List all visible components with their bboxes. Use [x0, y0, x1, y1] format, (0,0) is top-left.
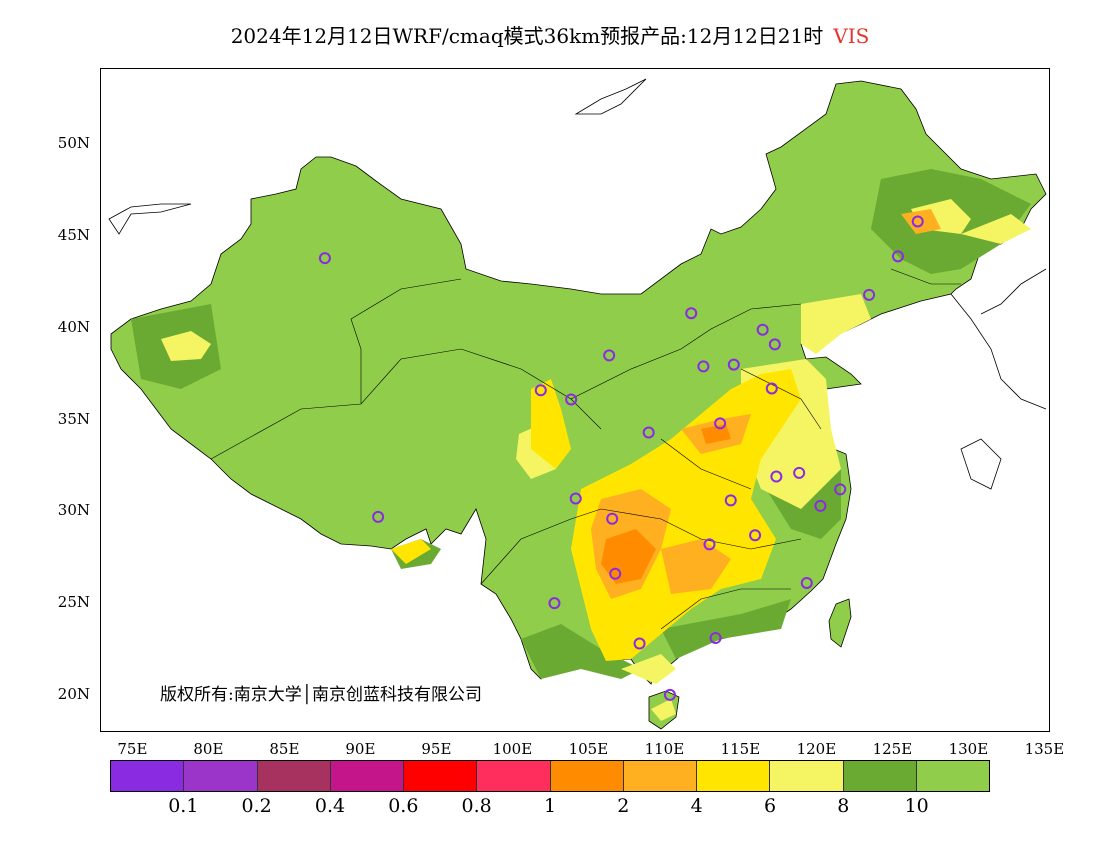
colorbar-label: 1: [543, 795, 557, 817]
colorbar-label: 0.1: [168, 795, 199, 817]
station-marker[interactable]: [768, 338, 781, 351]
colorbar-label: 8: [837, 795, 850, 817]
title-variable: VIS: [833, 24, 870, 48]
lat-label: 25N: [57, 593, 90, 612]
station-marker[interactable]: [534, 384, 547, 397]
map-canvas: [108, 78, 1047, 730]
station-marker[interactable]: [863, 288, 876, 301]
lon-label: 75E: [117, 740, 148, 758]
lon-label: 120E: [796, 740, 837, 758]
station-marker[interactable]: [709, 632, 722, 645]
station-marker[interactable]: [770, 470, 783, 483]
station-marker[interactable]: [603, 349, 616, 362]
station-marker[interactable]: [548, 597, 561, 610]
station-marker[interactable]: [714, 417, 727, 430]
lat-label: 50N: [57, 134, 90, 153]
station-marker[interactable]: [800, 576, 813, 589]
colorbar-label: 6: [763, 795, 777, 817]
lat-label: 45N: [57, 226, 90, 245]
colorbar-swatch: [550, 761, 624, 791]
station-marker[interactable]: [814, 499, 827, 512]
lon-label: 125E: [872, 740, 913, 758]
taiwan-island: [828, 598, 852, 648]
colorbar-swatch: [843, 761, 917, 791]
station-marker[interactable]: [633, 637, 646, 650]
colorbar-swatch: [623, 761, 697, 791]
neighbor-coastlines: [108, 78, 1047, 490]
lon-label: 80E: [193, 740, 224, 758]
station-marker[interactable]: [765, 382, 778, 395]
lon-label: 135E: [1024, 740, 1065, 758]
copyright-text: 版权所有:南京大学│南京创蓝科技有限公司: [160, 685, 482, 705]
colorbar-label: 0.8: [461, 795, 492, 817]
colorbar-swatch: [697, 761, 771, 791]
lon-label: 130E: [948, 740, 989, 758]
station-marker[interactable]: [793, 466, 806, 479]
station-marker[interactable]: [727, 358, 740, 371]
station-marker[interactable]: [606, 512, 619, 525]
colorbar-label: 0.2: [241, 795, 272, 817]
station-marker[interactable]: [724, 494, 737, 507]
map-title: 2024年12月12日WRF/cmaq模式36km预报产品:12月12日21时 V…: [0, 20, 1100, 49]
colorbar-swatch: [477, 761, 551, 791]
colorbar-swatch: [111, 761, 185, 791]
colorbar-swatch: [184, 761, 258, 791]
station-marker[interactable]: [703, 538, 716, 551]
lon-label: 95E: [421, 740, 452, 758]
colorbar-label: 0.4: [314, 795, 346, 817]
station-marker[interactable]: [372, 510, 385, 523]
colorbar-swatch: [404, 761, 478, 791]
colorbar-label: 2: [617, 795, 630, 817]
station-marker[interactable]: [609, 567, 622, 580]
colorbar-label: 10: [904, 795, 929, 817]
province-boundaries: [210, 268, 961, 630]
colorbar-swatch: [257, 761, 331, 791]
station-marker[interactable]: [663, 688, 676, 701]
station-marker[interactable]: [685, 307, 698, 320]
lon-label: 115E: [720, 740, 761, 758]
colorbar: [110, 760, 990, 792]
title-text: 2024年12月12日WRF/cmaq模式36km预报产品:12月12日21时: [230, 24, 824, 48]
lat-label: 30N: [57, 501, 90, 520]
vis-1-2-zones: [601, 424, 731, 584]
lat-label: 20N: [57, 684, 90, 703]
lon-label: 85E: [269, 740, 300, 758]
colorbar-label: 0.6: [388, 795, 419, 817]
lon-label: 90E: [345, 740, 376, 758]
lon-label: 105E: [568, 740, 609, 758]
station-marker[interactable]: [565, 393, 578, 406]
lat-label: 35N: [57, 409, 90, 428]
station-marker[interactable]: [642, 426, 655, 439]
lon-label: 100E: [492, 740, 533, 758]
colorbar-swatch: [770, 761, 844, 791]
china-landmass: [110, 80, 1047, 685]
lon-label: 110E: [644, 740, 685, 758]
station-marker[interactable]: [911, 215, 924, 228]
lat-label: 40N: [57, 317, 90, 336]
map-frame[interactable]: [100, 68, 1050, 732]
station-marker[interactable]: [834, 483, 847, 496]
colorbar-swatch: [916, 761, 989, 791]
station-marker[interactable]: [569, 492, 582, 505]
station-marker[interactable]: [756, 323, 769, 336]
colorbar-label: 4: [690, 795, 703, 817]
colorbar-swatch: [330, 761, 404, 791]
station-marker[interactable]: [891, 250, 904, 263]
station-marker[interactable]: [749, 529, 762, 542]
station-marker[interactable]: [318, 252, 331, 265]
station-marker[interactable]: [697, 360, 710, 373]
